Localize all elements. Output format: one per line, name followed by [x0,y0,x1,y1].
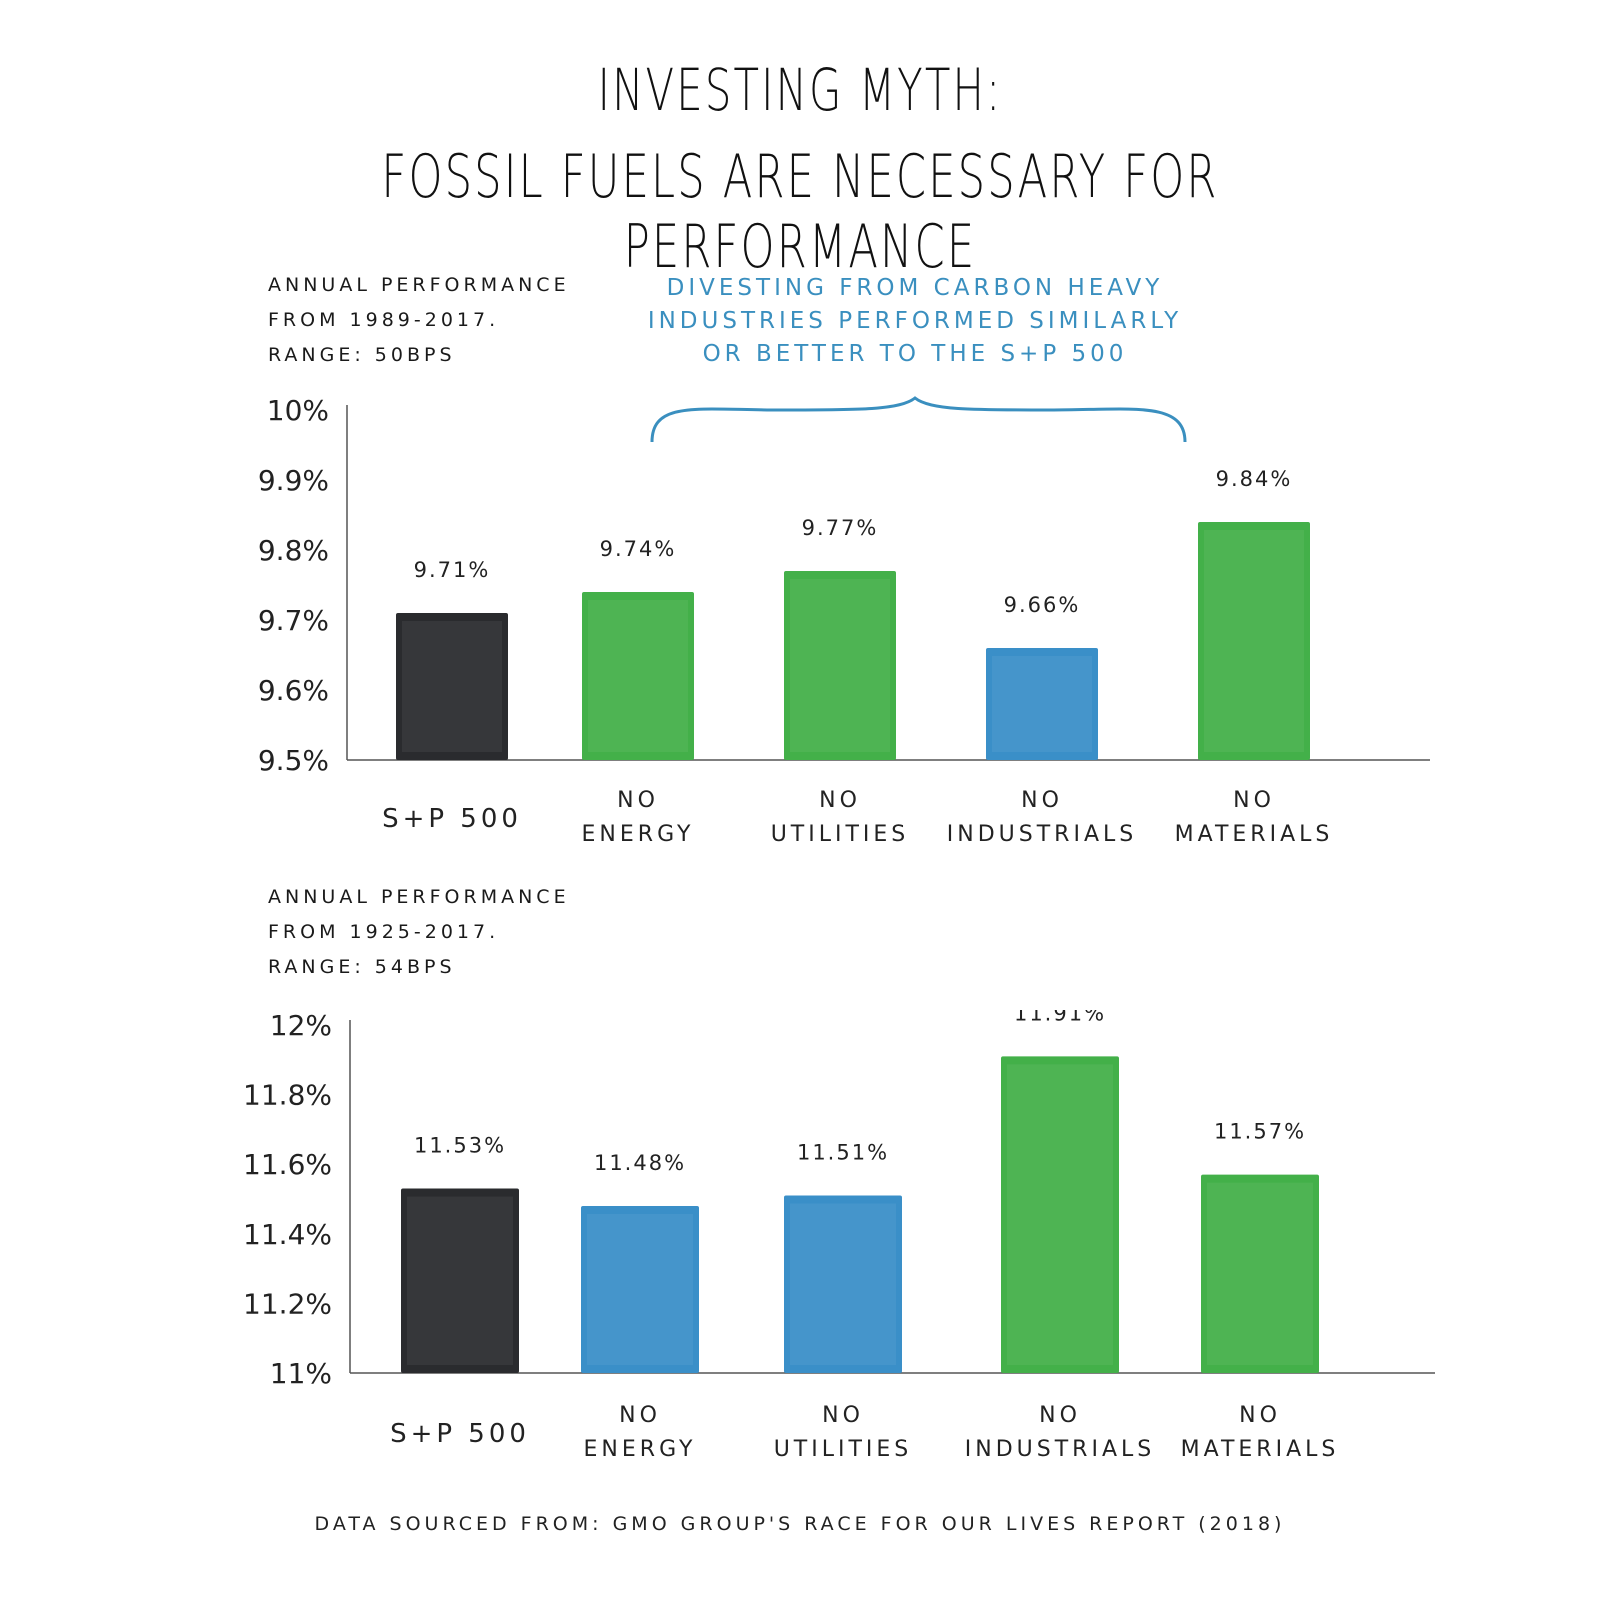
category-label: NO [822,1403,864,1428]
category-label: INDUSTRIALS [965,1437,1155,1462]
category-label: ENERGY [582,822,695,847]
category-label: S+P 500 [390,1419,530,1449]
category-label: UTILITIES [774,1437,913,1462]
category-label: S+P 500 [382,804,522,834]
bar-value-label: 11.91% [1014,1010,1106,1025]
category-label: NO [1239,1403,1281,1428]
bar-value-label: 9.66% [1004,593,1081,617]
bar-value-label: 9.84% [1216,467,1293,491]
bar-value-label: 11.57% [1214,1120,1306,1144]
bar-value-label: 11.51% [797,1141,889,1165]
callout-brace [650,396,1187,443]
category-label: MATERIALS [1181,1437,1340,1462]
chart-2-note-line: RANGE: 54BPS [268,956,456,978]
bar [401,1188,519,1373]
bar-texture [790,579,890,752]
bar [986,648,1098,760]
chart-2-note-line: FROM 1925-2017. [268,921,500,943]
y-tick-label: 11.2% [243,1287,332,1320]
bar [1201,1174,1319,1373]
category-label: NO [1021,788,1063,813]
y-tick-label: 11.8% [243,1079,332,1112]
callout-line: OR BETTER TO THE S+P 500 [702,341,1128,367]
chart-1: 9.5% 9.6% 9.7% 9.8% 9.9% 10% 9.71% S+P 500 9.74%… [258,395,1430,847]
y-tick-label: 11.6% [243,1148,332,1181]
y-tick-label: 12% [270,1010,332,1042]
callout-line: DIVESTING FROM CARBON HEAVY [666,275,1164,301]
bar [396,613,508,760]
bar-value-label: 11.48% [594,1151,686,1175]
category-label: NO [617,788,659,813]
data-source-footer: DATA SOURCED FROM: GMO GROUP'S RACE FOR … [314,1513,1286,1535]
bar-value-label: 11.53% [414,1134,506,1158]
category-label: INDUSTRIALS [947,822,1137,847]
chart-2: 11% 11.2% 11.4% 11.6% 11.8% 12% 11.53% S+P 500 1… [243,1010,1435,1462]
y-tick-label: 11% [270,1357,332,1390]
category-label: MATERIALS [1175,822,1334,847]
y-tick-label: 9.8% [258,534,329,567]
bar-texture [992,656,1092,752]
bar-texture [407,1196,513,1365]
chart-1-brace-layer [650,396,1187,443]
bar-texture [588,600,688,752]
bar [1001,1056,1119,1373]
chart-2-note-line: ANNUAL PERFORMANCE [268,886,570,908]
bar-value-label: 9.71% [414,558,491,582]
callout-annotation: DIVESTING FROM CARBON HEAVY INDUSTRIES P… [615,272,1215,371]
bar [582,592,694,760]
bar [784,571,896,760]
bar-value-label: 9.77% [802,516,879,540]
category-label: UTILITIES [771,822,910,847]
category-label: NO [819,788,861,813]
bar-value-label: 9.74% [600,537,677,561]
y-tick-label: 10% [267,395,329,427]
category-label: NO [619,1403,661,1428]
chart-title-line-2: FOSSIL FUELS ARE NECESSARY FOR PERFORMAN… [381,142,1219,282]
category-label: ENERGY [584,1437,697,1462]
bar-texture [1207,1182,1313,1365]
chart-2-notes: ANNUAL PERFORMANCE FROM 1925-2017. RANGE… [268,880,570,985]
chart-1-note-line: FROM 1989-2017. [268,309,500,331]
chart-1-note-line: RANGE: 50BPS [268,344,456,366]
chart-1-notes: ANNUAL PERFORMANCE FROM 1989-2017. RANGE… [268,268,570,373]
bar-texture [1204,530,1304,752]
bar [581,1205,699,1373]
bar-texture [402,621,502,752]
bar-texture [790,1203,896,1365]
bar [784,1195,902,1373]
bar-texture [587,1213,693,1365]
y-tick-label: 9.7% [258,604,329,637]
callout-line: INDUSTRIES PERFORMED SIMILARLY [647,308,1183,334]
y-tick-label: 9.9% [258,464,329,497]
y-tick-label: 9.6% [258,674,329,707]
y-tick-label: 9.5% [258,744,329,777]
chart-title-line-1: INVESTING MYTH: [597,56,1003,124]
y-tick-label: 11.4% [243,1218,332,1251]
category-label: NO [1233,788,1275,813]
category-label: NO [1039,1403,1081,1428]
bar-texture [1007,1064,1113,1365]
bar [1198,522,1310,760]
chart-1-note-line: ANNUAL PERFORMANCE [268,274,570,296]
